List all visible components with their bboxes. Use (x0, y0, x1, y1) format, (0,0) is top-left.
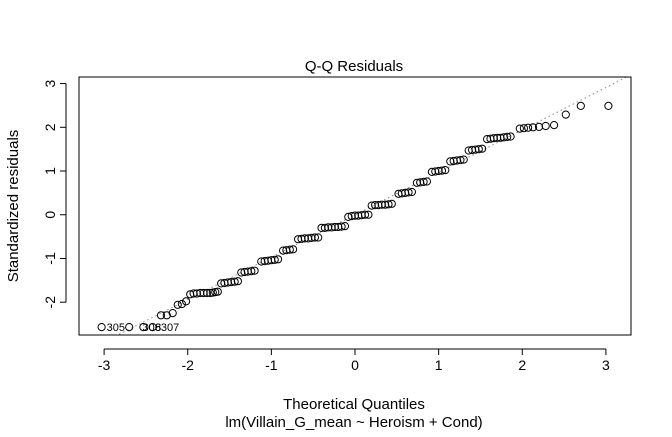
chart-title: Q-Q Residuals (305, 58, 403, 75)
data-point (237, 268, 246, 277)
data-point (437, 166, 447, 175)
data-point (156, 311, 166, 320)
data-point (97, 323, 106, 332)
y-tick-label: 1 (42, 167, 58, 175)
chart-subtitle: lm(Villain_G_mean ~ Heroism + Cond) (225, 414, 482, 431)
data-point (503, 132, 512, 141)
data-point (404, 188, 413, 197)
data-point (148, 323, 157, 332)
data-point (519, 124, 529, 133)
data-point (139, 323, 148, 332)
data-point (478, 144, 487, 153)
y-tick-label: 0 (42, 211, 58, 219)
data-point (515, 124, 524, 133)
point-label: 8 (155, 322, 161, 334)
data-point (506, 132, 515, 141)
data-point (202, 288, 212, 298)
x-tick-label: -1 (265, 357, 278, 373)
x-axis-label: Theoretical Quantiles (283, 396, 425, 413)
y-tick-label: -2 (42, 296, 58, 309)
data-point (407, 187, 416, 197)
data-point (274, 255, 283, 264)
data-point (604, 101, 613, 111)
data-point (456, 156, 465, 165)
data-point (289, 245, 298, 254)
data-point (561, 110, 570, 119)
data-point (233, 277, 242, 286)
data-point (364, 210, 373, 219)
point-label: 306 (143, 322, 161, 334)
x-tick-label: -3 (98, 357, 111, 373)
data-point (168, 309, 177, 318)
data-point (529, 123, 538, 132)
data-point (310, 233, 319, 242)
data-point (340, 222, 350, 231)
data-point (213, 287, 222, 296)
data-point (270, 255, 279, 264)
data-point (173, 300, 182, 309)
y-tick-label: -1 (42, 252, 58, 265)
data-point (314, 233, 323, 242)
data-point (541, 121, 550, 131)
x-tick-label: -2 (182, 357, 195, 373)
data-point (419, 177, 428, 186)
data-point (524, 123, 533, 132)
data-point (230, 277, 239, 286)
x-tick-label: 0 (351, 357, 359, 373)
data-point (250, 266, 259, 275)
point-label: 305 (107, 322, 125, 334)
y-tick-label: 2 (42, 123, 58, 131)
data-point (247, 267, 256, 276)
data-point (550, 121, 559, 130)
data-point (422, 177, 431, 186)
x-tick-label: 3 (602, 357, 610, 373)
data-point (459, 155, 468, 164)
data-point (441, 166, 450, 175)
data-point (285, 245, 294, 254)
data-point (387, 199, 396, 208)
point-label: 307 (161, 322, 179, 334)
data-point (576, 101, 585, 111)
x-tick-label: 2 (518, 357, 526, 373)
data-point (337, 222, 346, 231)
data-point (347, 212, 356, 221)
y-tick-label: 3 (42, 79, 58, 87)
data-point (384, 200, 393, 209)
data-point (162, 311, 171, 320)
data-point (182, 297, 191, 306)
data-point (474, 145, 483, 154)
data-point (125, 323, 134, 332)
x-tick-label: 1 (435, 357, 443, 373)
y-axis-label: Standardized residuals (5, 130, 22, 283)
data-point (177, 299, 186, 309)
data-point (360, 210, 370, 219)
plot-frame (78, 76, 632, 336)
